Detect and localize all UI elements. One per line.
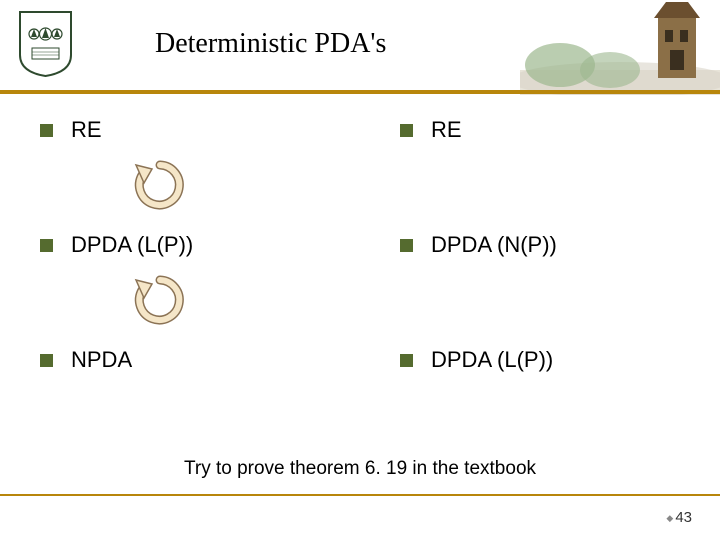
cycle-arrow-icon — [130, 155, 190, 215]
list-item: DPDA (L(P)) — [360, 340, 720, 380]
item-label: DPDA (L(P)) — [71, 232, 193, 258]
university-shield-logo — [18, 10, 73, 78]
item-label: DPDA (L(P)) — [431, 347, 553, 373]
cycle-arrow-icon — [130, 270, 190, 330]
list-item: DPDA (N(P)) — [360, 225, 720, 265]
item-label: NPDA — [71, 347, 132, 373]
item-label: RE — [431, 117, 462, 143]
list-item: RE — [360, 110, 720, 150]
slide-header: Deterministic PDA's — [0, 0, 720, 90]
slide-content: RE RE DPDA (L(P)) DPDA (N(P)) — [0, 110, 720, 380]
page-number-value: 43 — [675, 509, 692, 526]
bullet-icon — [400, 354, 413, 367]
bullet-icon — [40, 354, 53, 367]
bullet-icon — [400, 124, 413, 137]
list-item: DPDA (L(P)) — [0, 225, 360, 265]
footer-divider — [0, 494, 720, 496]
list-item: RE — [0, 110, 360, 150]
item-label: DPDA (N(P)) — [431, 232, 557, 258]
background-tower-image — [520, 0, 720, 95]
item-label: RE — [71, 117, 102, 143]
list-item: NPDA — [0, 340, 360, 380]
footer-note: Try to prove theorem 6. 19 in the textbo… — [0, 458, 720, 480]
bullet-icon — [40, 239, 53, 252]
page-number: ◆43 — [666, 509, 692, 526]
bullet-icon — [400, 239, 413, 252]
bullet-icon — [40, 124, 53, 137]
slide-title: Deterministic PDA's — [155, 28, 386, 60]
header-divider — [0, 90, 720, 94]
